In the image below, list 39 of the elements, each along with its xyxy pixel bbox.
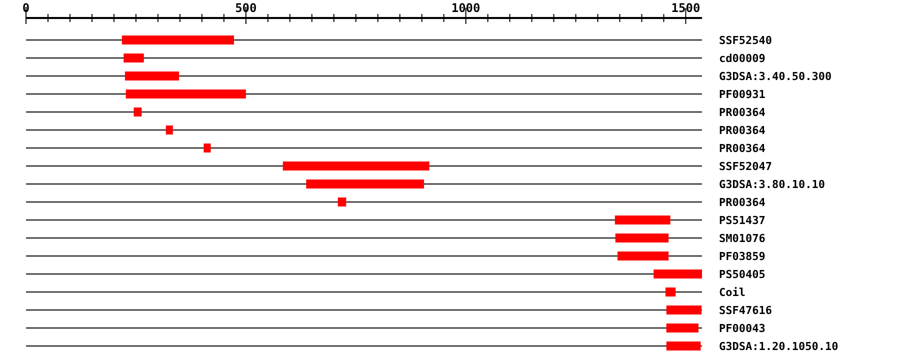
- bar: [338, 198, 346, 206]
- y-tick-label: PR00364: [719, 106, 766, 119]
- bar: [618, 252, 669, 260]
- bar: [122, 36, 234, 44]
- y-tick-label: PS50405: [719, 268, 766, 281]
- bar: [306, 180, 424, 188]
- bar: [124, 72, 180, 80]
- bar: [282, 162, 430, 170]
- y-tick-label: G3DSA:3.80.10.10: [719, 178, 825, 191]
- bar: [614, 216, 670, 224]
- y-tick-label: PF00931: [719, 88, 766, 101]
- bar: [204, 144, 211, 152]
- y-tick-label: PR00364: [719, 196, 766, 209]
- bar: [666, 306, 702, 314]
- bar: [126, 90, 246, 98]
- y-tick-label: SSF47616: [719, 304, 772, 317]
- bar: [654, 270, 702, 278]
- bar: [134, 108, 142, 116]
- bar: [665, 288, 676, 296]
- y-tick-label: SSF52047: [719, 160, 772, 173]
- bar: [666, 324, 698, 332]
- x-tick-label: 1500: [671, 1, 700, 15]
- y-tick-label: PF00043: [719, 322, 766, 335]
- y-tick-label: PS51437: [719, 214, 766, 227]
- y-tick-label: PR00364: [719, 124, 766, 137]
- x-tick-label: 500: [235, 1, 257, 15]
- y-tick-label: SSF52540: [719, 34, 772, 47]
- y-tick-label: G3DSA:1.20.1050.10: [719, 340, 838, 353]
- y-tick-label: PF03859: [719, 250, 766, 263]
- bar: [124, 54, 144, 62]
- y-tick-label: PR00364: [719, 142, 766, 155]
- bar: [615, 234, 669, 242]
- y-tick-label: Coil: [719, 286, 746, 299]
- y-tick-label: G3DSA:3.40.50.300: [719, 70, 832, 83]
- bar: [166, 126, 173, 134]
- y-tick-label: SM01076: [719, 232, 766, 245]
- y-tick-label: cd00009: [719, 52, 766, 65]
- x-tick-label: 1000: [451, 1, 480, 15]
- bar: [666, 342, 701, 350]
